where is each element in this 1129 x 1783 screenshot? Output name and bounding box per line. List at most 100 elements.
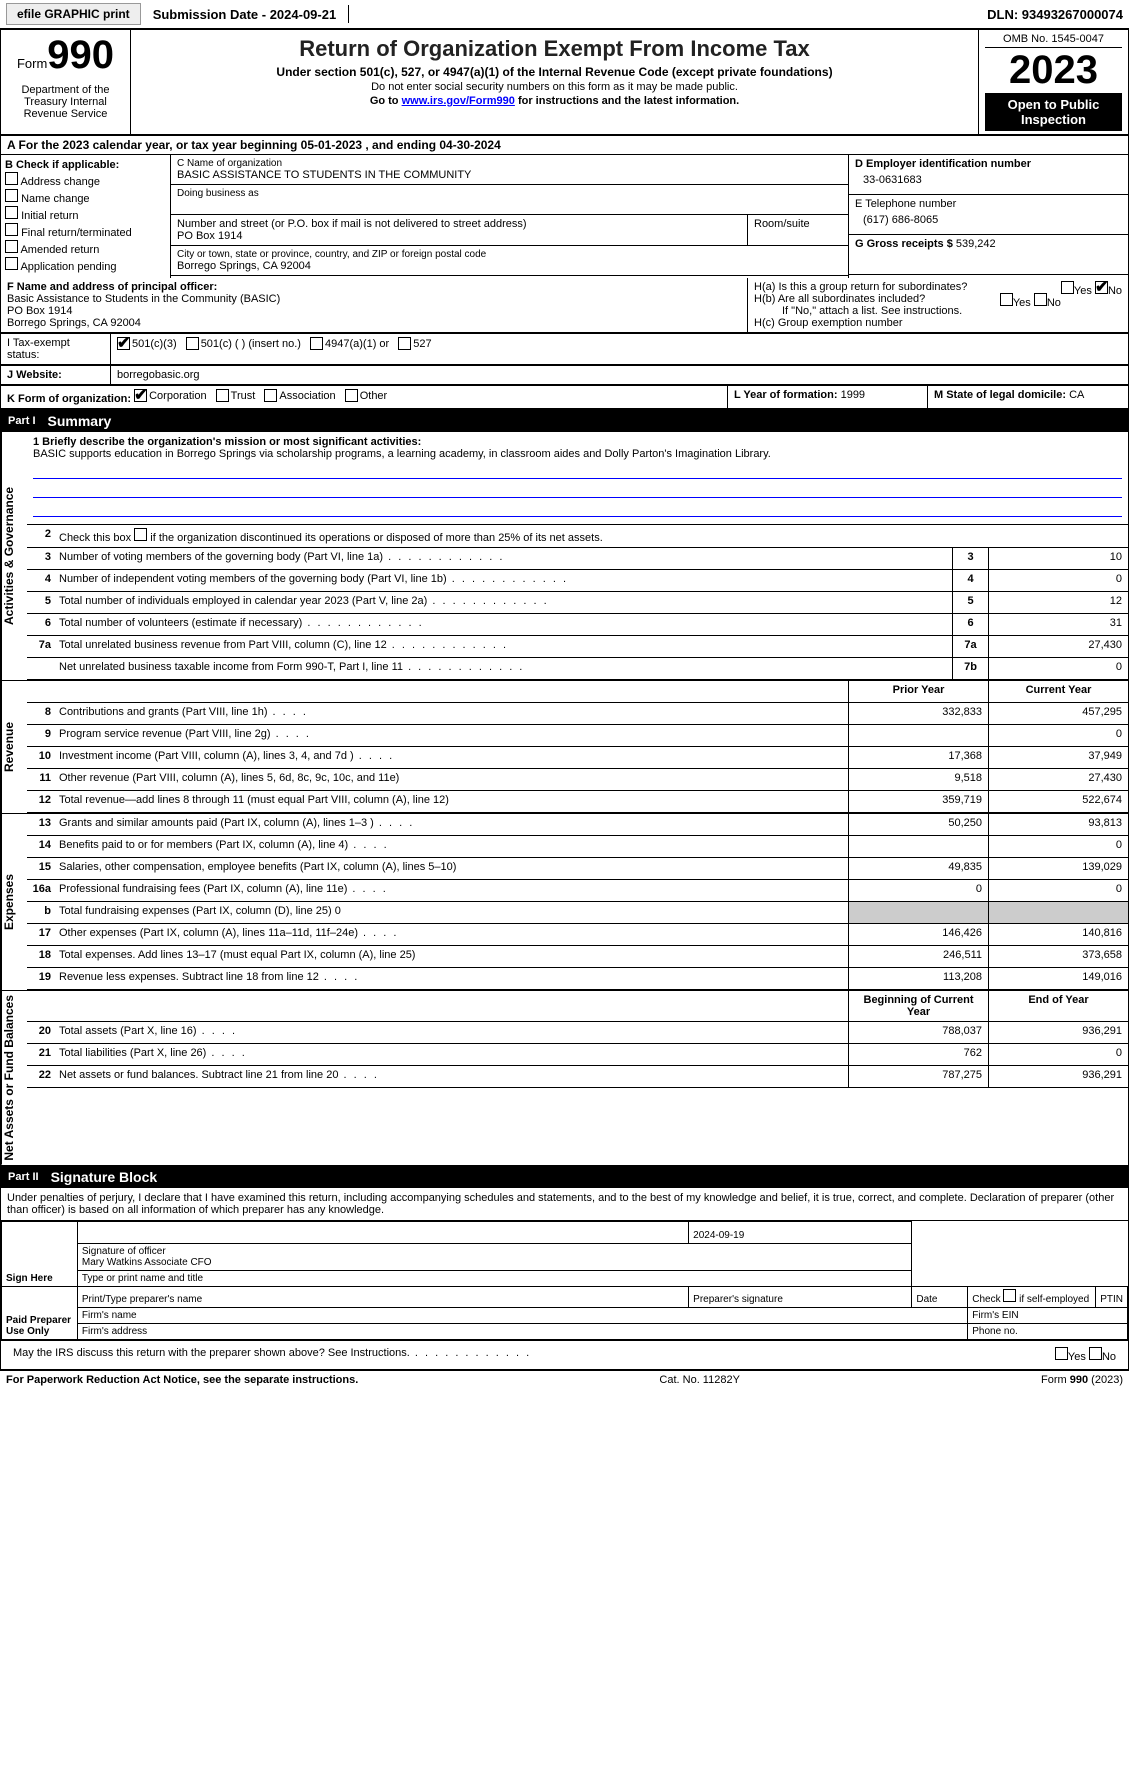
summary-line: 20Total assets (Part X, line 16)788,0379…	[27, 1022, 1128, 1044]
officer-printed-name: Mary Watkins Associate CFO	[82, 1257, 907, 1268]
hb-no[interactable]	[1034, 293, 1047, 306]
type-name-label: Type or print name and title	[77, 1270, 911, 1286]
discuss-no[interactable]	[1089, 1347, 1102, 1360]
section-revenue: Revenue Prior Year Current Year 8Contrib…	[0, 681, 1129, 814]
sig-officer-label: Signature of officer	[82, 1246, 907, 1257]
chk-501c[interactable]	[186, 337, 199, 350]
header-info-grid: B Check if applicable: Address change Na…	[0, 155, 1129, 278]
chk-trust[interactable]	[216, 389, 229, 402]
summary-line: 12Total revenue—add lines 8 through 11 (…	[27, 791, 1128, 813]
dln-number: DLN: 93493267000074	[987, 7, 1123, 22]
city-state-zip: Borrego Springs, CA 92004	[177, 260, 842, 272]
check-name-change[interactable]	[5, 189, 18, 202]
pp-name-label: Print/Type preparer's name	[77, 1286, 688, 1307]
summary-line: 3Number of voting members of the governi…	[27, 548, 1128, 570]
pp-sig-label: Preparer's signature	[689, 1286, 912, 1307]
officer-addr1: PO Box 1914	[7, 305, 72, 317]
irs-link[interactable]: www.irs.gov/Form990	[402, 95, 515, 107]
org-name-label: C Name of organization	[177, 158, 842, 169]
hb-note: If "No," attach a list. See instructions…	[754, 305, 1122, 317]
j-website: borregobasic.org	[111, 366, 1128, 385]
section-expenses: Expenses 13Grants and similar amounts pa…	[0, 814, 1129, 991]
summary-line: 5Total number of individuals employed in…	[27, 592, 1128, 614]
check-final-return[interactable]	[5, 223, 18, 236]
part1-header: Part I Summary	[0, 410, 1129, 432]
block-f-officer: F Name and address of principal officer:…	[1, 278, 748, 333]
summary-line: 4Number of independent voting members of…	[27, 570, 1128, 592]
summary-line: 15Salaries, other compensation, employee…	[27, 858, 1128, 880]
sig-date: 2024-09-19	[689, 1221, 912, 1243]
form-subtitle: Under section 501(c), 527, or 4947(a)(1)…	[137, 65, 972, 79]
ssn-warning: Do not enter social security numbers on …	[137, 81, 972, 93]
summary-line: 18Total expenses. Add lines 13–17 (must …	[27, 946, 1128, 968]
chk-corp[interactable]	[134, 389, 147, 402]
k-form-org: K Form of organization: Corporation Trus…	[1, 386, 728, 409]
section-a-taxyear: A For the 2023 calendar year, or tax yea…	[0, 135, 1129, 155]
summary-line: 8Contributions and grants (Part VIII, li…	[27, 703, 1128, 725]
summary-line: bTotal fundraising expenses (Part IX, co…	[27, 902, 1128, 924]
mission-block: 1 Briefly describe the organization's mi…	[27, 432, 1128, 525]
room-label: Room/suite	[754, 218, 842, 230]
form-990-label: 990	[47, 33, 114, 77]
tab-activities: Activities & Governance	[1, 432, 27, 680]
check-amended[interactable]	[5, 240, 18, 253]
hdr-prior-year: Prior Year	[848, 681, 988, 702]
paid-preparer-label: Paid Preparer Use Only	[2, 1286, 78, 1339]
street-label: Number and street (or P.O. box if mail i…	[177, 218, 741, 230]
efile-print-button[interactable]: efile GRAPHIC print	[6, 3, 141, 25]
tab-net-assets: Net Assets or Fund Balances	[1, 991, 27, 1165]
irs-discuss: May the IRS discuss this return with the…	[7, 1344, 1049, 1366]
street-address: PO Box 1914	[177, 230, 741, 242]
hc-group-exempt: H(c) Group exemption number	[754, 317, 1122, 329]
hdr-end-year: End of Year	[988, 991, 1128, 1021]
footer-catno: Cat. No. 11282Y	[659, 1374, 740, 1386]
treasury-dept: Department of the Treasury Internal Reve…	[7, 84, 124, 120]
chk-other[interactable]	[345, 389, 358, 402]
ein-label: D Employer identification number	[855, 158, 1031, 170]
chk-527[interactable]	[398, 337, 411, 350]
chk-discontinue[interactable]	[134, 528, 147, 541]
summary-line: 21Total liabilities (Part X, line 26)762…	[27, 1044, 1128, 1066]
check-initial-return[interactable]	[5, 206, 18, 219]
goto-line: Go to www.irs.gov/Form990 for instructio…	[137, 95, 972, 107]
m-domicile: M State of legal domicile: CA	[928, 386, 1128, 409]
ha-no[interactable]	[1095, 281, 1108, 294]
org-name: BASIC ASSISTANCE TO STUDENTS IN THE COMM…	[177, 169, 842, 181]
chk-4947[interactable]	[310, 337, 323, 350]
tab-expenses: Expenses	[1, 814, 27, 990]
check-app-pending[interactable]	[5, 257, 18, 270]
chk-self-employed[interactable]	[1003, 1289, 1016, 1302]
firm-addr-label: Firm's address	[77, 1323, 967, 1339]
i-label: I Tax-exempt status:	[1, 334, 111, 365]
pp-date-label: Date	[912, 1286, 968, 1307]
summary-line: 6Total number of volunteers (estimate if…	[27, 614, 1128, 636]
summary-line: 22Net assets or fund balances. Subtract …	[27, 1066, 1128, 1088]
i-options: 501(c)(3) 501(c) ( ) (insert no.) 4947(a…	[111, 334, 1128, 365]
ha-yes[interactable]	[1061, 281, 1074, 294]
summary-line: 7aTotal unrelated business revenue from …	[27, 636, 1128, 658]
summary-line: 11Other revenue (Part VIII, column (A), …	[27, 769, 1128, 791]
section-net-assets: Net Assets or Fund Balances Beginning of…	[0, 991, 1129, 1166]
block-h-group: H(a) Is this a group return for subordin…	[748, 278, 1128, 333]
discuss-yes[interactable]	[1055, 1347, 1068, 1360]
form-number-cell: Form990 Department of the Treasury Inter…	[1, 30, 131, 135]
form-title: Return of Organization Exempt From Incom…	[137, 36, 972, 62]
j-label: J Website:	[7, 369, 62, 381]
phone-value: (617) 686-8065	[855, 210, 1122, 230]
section-activities-governance: Activities & Governance 1 Briefly descri…	[0, 432, 1129, 681]
omb-number: OMB No. 1545-0047	[985, 33, 1122, 48]
pp-check-self: Check if self-employed	[968, 1286, 1096, 1307]
chk-501c3[interactable]	[117, 337, 130, 350]
ein-value: 33-0631683	[855, 170, 1122, 190]
footer-paperwork: For Paperwork Reduction Act Notice, see …	[6, 1374, 358, 1386]
part2-header: Part II Signature Block	[0, 1166, 1129, 1188]
sign-here-label: Sign Here	[2, 1221, 78, 1286]
ptin-label: PTIN	[1096, 1286, 1128, 1307]
check-address-change[interactable]	[5, 172, 18, 185]
chk-assoc[interactable]	[264, 389, 277, 402]
hb-yes[interactable]	[1000, 293, 1013, 306]
submission-date: Submission Date - 2024-09-21	[147, 7, 343, 22]
summary-line: 16aProfessional fundraising fees (Part I…	[27, 880, 1128, 902]
officer-addr2: Borrego Springs, CA 92004	[7, 317, 141, 329]
gross-receipts-label: G Gross receipts $	[855, 238, 953, 250]
